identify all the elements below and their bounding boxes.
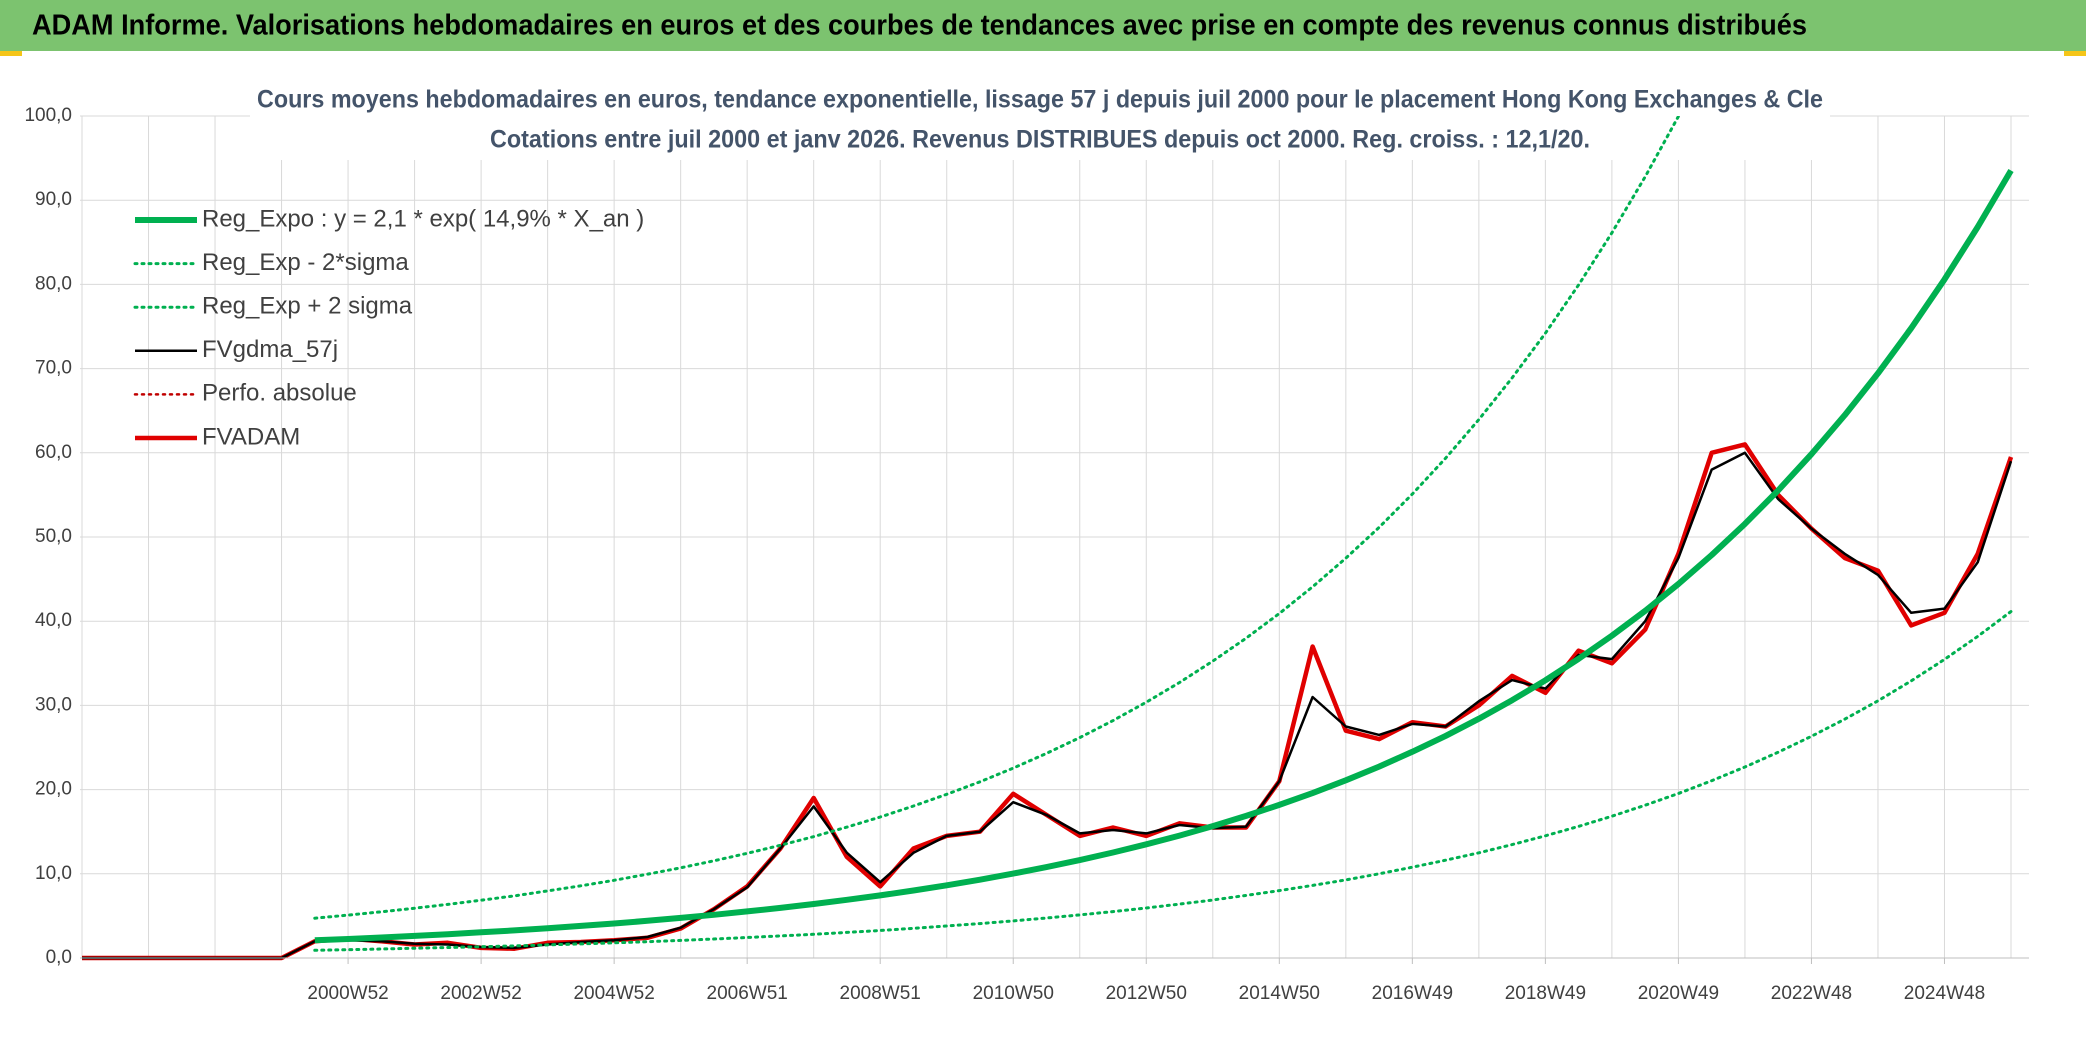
x-tick-label: 2018W49: [1505, 983, 1586, 1004]
title-background: [250, 82, 1830, 160]
header-bar: [0, 0, 2086, 51]
axes: 0,0 10,0 20,0 30,0 40,0 50,0 60,0 70,0 80,0 90,0 1…: [24, 105, 2029, 1004]
y-tick-label: 90,0: [35, 189, 72, 210]
x-tick-label: 2020W49: [1638, 983, 1719, 1004]
y-tick-label: 100,0: [24, 105, 72, 126]
legend-label: Reg_Exp + 2 sigma: [202, 293, 413, 320]
x-tick-label: 2000W52: [307, 983, 388, 1004]
chart-title: Cours moyens hebdomadaires en euros, ten…: [257, 86, 1823, 114]
legend-label: Perfo. absolue: [202, 380, 357, 407]
y-tick-label: 40,0: [35, 610, 72, 631]
x-tick-label: 2012W50: [1106, 983, 1187, 1004]
grid: [80, 115, 2029, 959]
x-tick-label: 2006W51: [707, 983, 788, 1004]
plot-area: [82, 116, 2014, 961]
corner-mark: [2064, 51, 2086, 56]
x-tick-label: 2008W51: [840, 983, 921, 1004]
y-tick-label: 50,0: [35, 526, 72, 547]
y-tick-label: 10,0: [35, 863, 72, 884]
x-tick-label: 2002W52: [440, 983, 521, 1004]
x-tick-label: 2004W52: [573, 983, 654, 1004]
series-line: [314, 168, 2014, 944]
y-tick-label: 20,0: [35, 779, 72, 800]
legend-label: FVgdma_57j: [202, 336, 338, 363]
x-tick-label: 2016W49: [1372, 983, 1453, 1004]
series-line: [313, 610, 2013, 952]
y-tick-label: 0,0: [46, 947, 72, 968]
x-tick-label: 2024W48: [1904, 983, 1985, 1004]
series-line: [313, 116, 1681, 920]
legend-label: FVADAM: [202, 423, 300, 450]
page-title: ADAM Informe. Valorisations hebdomadaire…: [32, 10, 1807, 42]
x-tick-label: 2010W50: [973, 983, 1054, 1004]
x-tick-label: 2022W48: [1771, 983, 1852, 1004]
corner-mark: [0, 51, 22, 56]
y-tick-label: 60,0: [35, 442, 72, 463]
legend-label: Reg_Exp - 2*sigma: [202, 249, 409, 276]
legend-label: Reg_Expo : y = 2,1 * exp( 14,9% * X_an ): [202, 205, 644, 232]
y-tick-label: 70,0: [35, 358, 72, 379]
x-tick-label: 2014W50: [1239, 983, 1320, 1004]
legend: Reg_Expo : y = 2,1 * exp( 14,9% * X_an )…: [133, 205, 644, 450]
y-tick-label: 30,0: [35, 694, 72, 715]
series-line: [82, 451, 2013, 960]
chart-subtitle: Cotations entre juil 2000 et janv 2026. …: [490, 126, 1590, 154]
y-tick-label: 80,0: [35, 273, 72, 294]
